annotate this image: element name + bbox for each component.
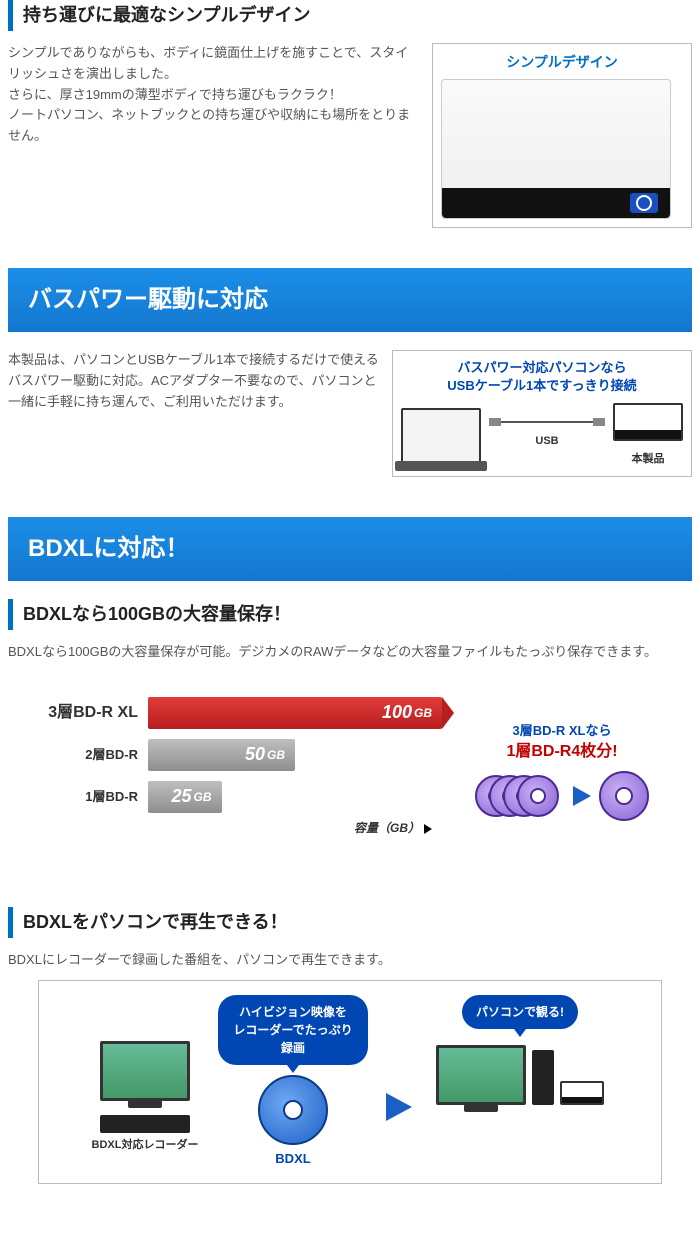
laptop-col: [401, 408, 481, 463]
chart-row: 1層BD-R25GB: [38, 781, 442, 813]
body-text: BDXLなら100GBの大容量保存が可能。デジカメのRAWデータなどの大容量ファ…: [8, 642, 692, 663]
section-heading: BDXLをパソコンで再生できる！: [8, 907, 692, 938]
side-title: 3層BD-R XLなら 1層BD-R4枚分!: [462, 722, 662, 763]
banner-buspower: バスパワー駆動に対応: [8, 268, 692, 332]
figure-box: シンプルデザイン: [432, 43, 692, 228]
recorder-label: BDXL対応レコーダー: [90, 1137, 200, 1154]
figure-title: バスパワー対応パソコンなら USBケーブル1本ですっきり接続: [401, 359, 683, 395]
bluray-logo-icon: [630, 193, 658, 213]
usb-cable: USB: [491, 421, 603, 450]
section-heading: 持ち運びに最適なシンプルデザイン: [8, 0, 692, 31]
disc-label: BDXL: [218, 1149, 368, 1169]
device-illustration: [441, 79, 671, 219]
disc-row: [462, 771, 662, 821]
side-title-l2: 1層BD-R4枚分!: [506, 743, 617, 760]
disc-col: ハイビジョン映像を レコーダーでたっぷり録画 BDXL: [218, 995, 368, 1169]
section-row: 本製品は、パソコンとUSBケーブル1本で接続するだけで使えるバスパワー駆動に対応…: [8, 350, 692, 477]
chart-row-label: 1層BD-R: [38, 787, 148, 807]
device-label: 本製品: [613, 451, 683, 468]
figure-title-l2: USBケーブル1本ですっきり接続: [447, 378, 636, 393]
bubble-line2: レコーダーでたっぷり録画: [233, 1023, 352, 1055]
monitor-icon: [436, 1045, 526, 1105]
usb-plug-icon: [489, 418, 501, 426]
device-front: [442, 188, 670, 218]
recorder-icon: [100, 1115, 190, 1133]
pc-tower-icon: [532, 1050, 554, 1105]
figure-title-l1: バスパワー対応パソコンなら: [457, 360, 626, 375]
figure-caption: シンプルデザイン: [441, 52, 683, 73]
speech-bubble: パソコンで観る!: [462, 995, 578, 1029]
body-text: シンプルでありながらも、ボディに鏡面仕上げを施すことで、スタイリッシュさを演出し…: [8, 43, 420, 147]
chart-row-label: 2層BD-R: [38, 745, 148, 765]
four-discs-icon: [475, 771, 565, 821]
device-icon: [560, 1081, 604, 1105]
section-bdxl-capacity: BDXLなら100GBの大容量保存！ BDXLなら100GBの大容量保存が可能。…: [0, 599, 700, 867]
usb-line-icon: [491, 421, 603, 423]
pc-col: パソコンで観る!: [430, 995, 610, 1105]
device-col: 本製品: [613, 403, 683, 468]
chart-track: 25GB: [148, 781, 442, 813]
side-title-l1: 3層BD-R XLなら: [513, 723, 612, 738]
banner-bdxl: BDXLに対応！: [8, 517, 692, 581]
monitor-group: [436, 1045, 526, 1105]
bubble-line1: ハイビジョン映像を: [239, 1005, 347, 1019]
speech-bubble: ハイビジョン映像を レコーダーでたっぷり録画: [218, 995, 368, 1065]
usb-label: USB: [491, 433, 603, 450]
capacity-chart: 3層BD-R XL100GB2層BD-R50GB1層BD-R25GB容量（GB）: [38, 697, 442, 847]
section-heading: BDXLなら100GBの大容量保存！: [8, 599, 692, 630]
chart-bar: 50GB: [148, 739, 295, 771]
playback-diagram: BDXL対応レコーダー ハイビジョン映像を レコーダーでたっぷり録画 BDXL …: [38, 980, 662, 1184]
chart-row: 3層BD-R XL100GB: [38, 697, 442, 729]
body-text: 本製品は、パソコンとUSBケーブル1本で接続するだけで使えるバスパワー駆動に対応…: [8, 350, 380, 412]
chart-track: 50GB: [148, 739, 442, 771]
arrow-right-icon: [573, 786, 591, 806]
chart-track: 100GB: [148, 697, 442, 729]
chart-row: 2層BD-R50GB: [38, 739, 442, 771]
buspower-figure: バスパワー対応パソコンなら USBケーブル1本ですっきり接続 USB 本製品: [392, 350, 692, 477]
laptop-icon: [401, 408, 481, 463]
section-bdxl-playback: BDXLをパソコンで再生できる！ BDXLにレコーダーで録画した番組を、パソコン…: [0, 907, 700, 1184]
disc-comparison: 3層BD-R XLなら 1層BD-R4枚分!: [462, 722, 662, 821]
usb-plug-icon: [593, 418, 605, 426]
diagram-row: BDXL対応レコーダー ハイビジョン映像を レコーダーでたっぷり録画 BDXL …: [53, 995, 647, 1169]
capacity-chart-wrap: 3層BD-R XL100GB2層BD-R50GB1層BD-R25GB容量（GB）…: [8, 677, 692, 867]
section-buspower: 本製品は、パソコンとUSBケーブル1本で接続するだけで使えるバスパワー駆動に対応…: [0, 350, 700, 477]
tv-icon: [100, 1041, 190, 1101]
section-row: シンプルでありながらも、ボディに鏡面仕上げを施すことで、スタイリッシュさを演出し…: [8, 43, 692, 228]
device-icon: [613, 403, 683, 441]
recorder-col: BDXL対応レコーダー: [90, 995, 200, 1154]
chart-bar: 100GB: [148, 697, 442, 729]
chart-axis-label: 容量（GB）: [148, 819, 442, 837]
diagram-row: USB 本製品: [401, 403, 683, 468]
section-design: 持ち運びに最適なシンプルデザイン シンプルでありながらも、ボディに鏡面仕上げを施…: [0, 0, 700, 228]
bdxl-disc-icon: [258, 1075, 328, 1145]
single-disc-icon: [599, 771, 649, 821]
arrow-right-icon: [386, 1093, 412, 1121]
pc-group: [430, 1045, 610, 1105]
chart-row-label: 3層BD-R XL: [38, 701, 148, 725]
chart-bar: 25GB: [148, 781, 222, 813]
body-text: BDXLにレコーダーで録画した番組を、パソコンで再生できます。: [8, 950, 692, 971]
